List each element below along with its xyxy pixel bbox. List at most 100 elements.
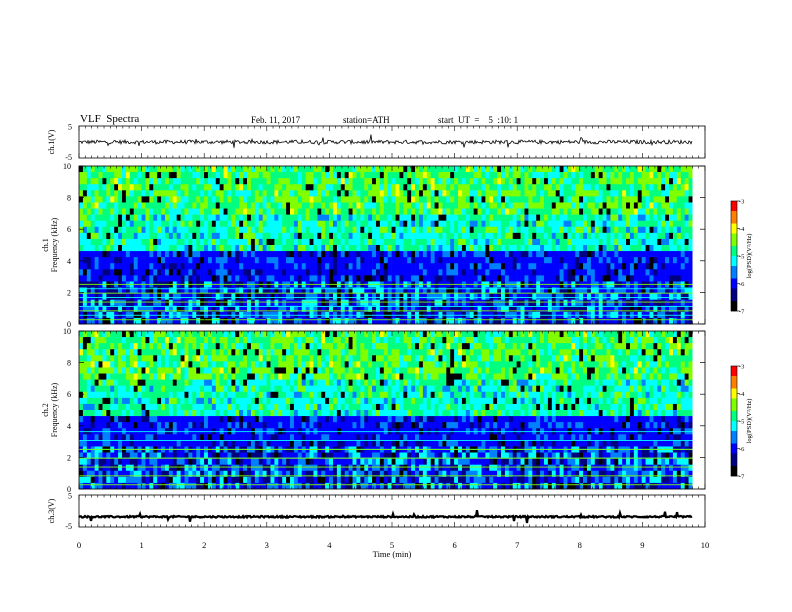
- ch2-cell: [520, 343, 525, 350]
- ch2-cell: [422, 355, 428, 362]
- ch1-cell: [309, 190, 314, 197]
- ch2-cell: [250, 343, 256, 350]
- ch1-cell: [602, 214, 607, 221]
- ch1-cell: [133, 172, 138, 179]
- ch1-cell: [547, 208, 553, 215]
- ch1-colorbar-tick-label: -6: [739, 281, 745, 288]
- ch2-cell: [415, 337, 420, 344]
- ch1-cell: [79, 166, 84, 173]
- ch1-cell: [141, 299, 146, 307]
- ch1-cell: [590, 238, 596, 246]
- ch1-cell: [121, 196, 127, 203]
- ch1-cell: [434, 238, 439, 246]
- ch1-cell: [434, 251, 439, 258]
- ch1-cell: [532, 238, 537, 246]
- ch1-cell: [415, 214, 420, 221]
- ch1-cell: [493, 184, 498, 191]
- ch1-cell: [684, 305, 689, 313]
- ch1-cell: [622, 196, 627, 203]
- ch1-cell: [290, 269, 295, 276]
- ch2-cell: [282, 331, 287, 338]
- ch2-cell: [86, 361, 92, 368]
- ch1-cell: [473, 220, 478, 228]
- ch2-cell: [215, 337, 220, 344]
- ch1-cell: [286, 251, 291, 258]
- ch1-cell: [567, 178, 572, 185]
- ch1-cell: [153, 226, 158, 234]
- ch1-cell: [411, 208, 416, 215]
- ch1-cell: [610, 245, 615, 252]
- ch1-cell: [465, 299, 471, 307]
- ch1-cell: [133, 178, 138, 185]
- ch1-cell: [336, 275, 342, 282]
- ch1-cell: [626, 238, 631, 246]
- ch1-cell: [375, 245, 381, 252]
- ch1-cell: [313, 275, 318, 282]
- ch1-cell: [250, 226, 256, 234]
- ch1-cell: [637, 202, 642, 209]
- ch1-cell: [176, 317, 181, 325]
- ch1-cell: [231, 305, 236, 313]
- ch1-cell: [293, 172, 299, 179]
- ch1-cell: [669, 232, 674, 240]
- ch1-cell: [153, 178, 158, 185]
- ch1-cell: [348, 214, 353, 221]
- ch2-cell: [508, 355, 514, 362]
- ch1-cell: [528, 269, 533, 276]
- ch1-cell: [379, 208, 385, 215]
- ch1-cell: [211, 166, 217, 173]
- ch1-cell: [297, 190, 303, 197]
- ch1-cell: [536, 226, 541, 234]
- ch2-cell: [501, 343, 506, 350]
- ch1-cell: [290, 275, 295, 282]
- ch1-cell: [313, 251, 318, 258]
- ch1-cell: [450, 226, 455, 234]
- ch2-cell: [332, 331, 338, 338]
- ch1-cell: [325, 269, 330, 276]
- ch1-cell: [489, 251, 494, 258]
- ch1-cell: [364, 275, 369, 282]
- ch1-cell: [524, 238, 529, 246]
- ch1-cell: [579, 299, 584, 307]
- ch1-cell: [540, 196, 545, 203]
- ch1-cell: [536, 202, 541, 209]
- ch1-cell: [94, 263, 99, 270]
- ch1-cell: [610, 202, 615, 209]
- ch1-cell: [329, 238, 334, 246]
- ch2-cell: [454, 355, 459, 362]
- ch2-cell: [379, 343, 385, 350]
- ch1-cell: [262, 232, 267, 240]
- ch1-cell: [563, 238, 568, 246]
- ch1-cell: [305, 214, 310, 221]
- ch1-cell: [395, 172, 400, 179]
- ch1-cell: [598, 275, 603, 282]
- ch2-cell: [227, 343, 232, 350]
- ch1-cell: [481, 208, 486, 215]
- ch1-cell: [164, 305, 170, 313]
- ch1-cell: [368, 245, 373, 252]
- ch1-cell: [426, 238, 431, 246]
- ch2-cell: [633, 343, 639, 350]
- ch1-cell: [551, 196, 557, 203]
- ch1-cell: [270, 263, 275, 270]
- ch1-cell: [563, 299, 568, 307]
- ch1-cell: [98, 293, 103, 300]
- ch1-cell: [106, 251, 111, 258]
- ch1-cell: [399, 263, 404, 270]
- ch1-cell: [348, 196, 353, 203]
- ch2-cell: [680, 355, 685, 362]
- ch1-cell: [399, 190, 404, 197]
- ch1-cell: [602, 232, 607, 240]
- ch2-cell: [375, 337, 381, 344]
- ch1-cell: [301, 220, 306, 228]
- ch1-cell: [125, 245, 131, 252]
- ch2-cell: [528, 349, 533, 356]
- ch1-cell: [293, 208, 299, 215]
- ch1-cell: [375, 299, 381, 307]
- ch1-cell: [422, 172, 428, 179]
- ch1-cell: [286, 190, 291, 197]
- ch1-cell: [313, 178, 318, 185]
- ch1-cell: [372, 263, 377, 270]
- ch1-cell: [579, 220, 584, 228]
- ch1-cell: [153, 317, 158, 325]
